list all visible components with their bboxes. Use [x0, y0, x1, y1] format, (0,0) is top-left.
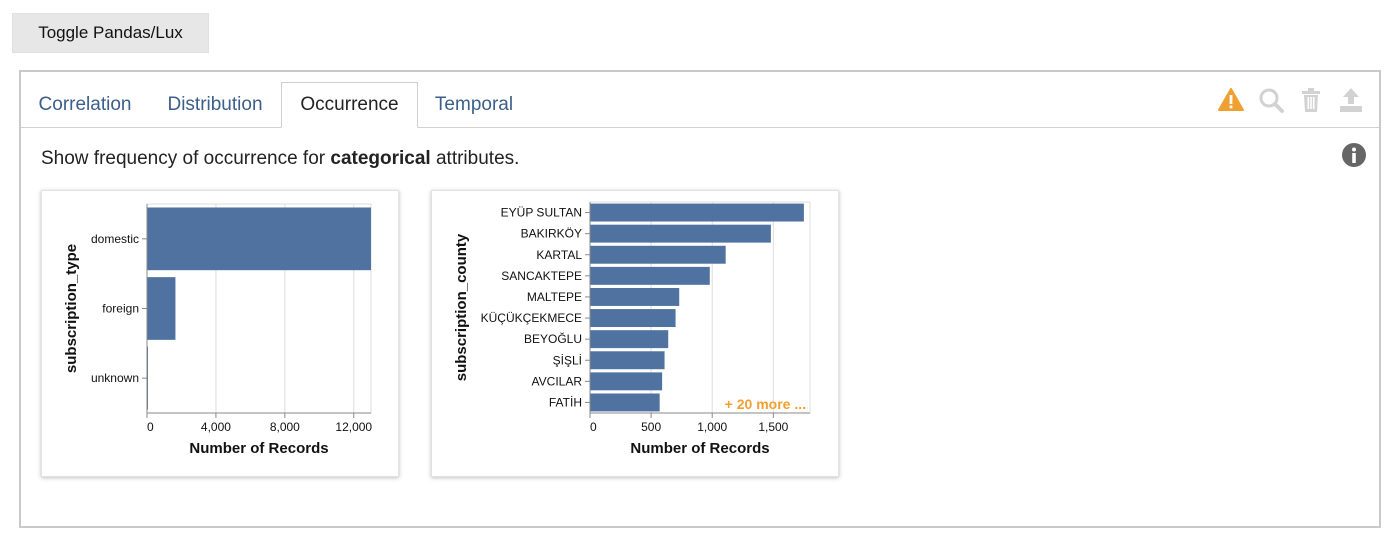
y-tick-label: FATİH	[549, 395, 582, 409]
x-tick-label: 0	[147, 420, 154, 434]
y-tick-label: domestic	[91, 232, 139, 246]
tab-bar: Correlation Distribution Occurrence Temp…	[21, 72, 1379, 128]
bar-avcilar[interactable]	[590, 372, 663, 391]
bar-domestic[interactable]	[147, 207, 371, 271]
subscription-type-bar-chart: domestic foreign unknown 0 4,000 8,000 12,000 N…	[63, 203, 372, 457]
trash-icon[interactable]	[1297, 86, 1325, 116]
y-tick-label: KARTAL	[536, 248, 582, 262]
description-prefix: Show frequency of occurrence for	[41, 148, 331, 169]
toggle-pandas-lux-button[interactable]: Toggle Pandas/Lux	[12, 13, 209, 53]
x-tick-label: 8,000	[270, 420, 300, 434]
y-tick-label: SANCAKTEPE	[501, 269, 582, 283]
warning-icon[interactable]	[1217, 86, 1245, 116]
y-tick-label: foreign	[102, 302, 139, 316]
toolbar	[1217, 86, 1365, 116]
lux-widget: Correlation Distribution Occurrence Temp…	[19, 70, 1381, 528]
bar-sancaktepe[interactable]	[590, 266, 710, 285]
x-tick-label: 1,500	[758, 420, 788, 434]
bar-beyoglu[interactable]	[590, 330, 669, 349]
y-tick-label: AVCILAR	[532, 374, 583, 388]
bar-maltepe[interactable]	[590, 287, 680, 306]
x-tick-label: 12,000	[335, 420, 372, 434]
y-axis-title: subscription_county	[453, 233, 470, 381]
x-tick-label: 500	[641, 420, 661, 434]
y-tick-label: BEYOĞLU	[524, 331, 582, 346]
y-tick-label: KÜÇÜKÇEKMECE	[481, 311, 582, 325]
tab-occurrence[interactable]: Occurrence	[281, 82, 418, 128]
occurrence-description: Show frequency of occurrence for categor…	[41, 148, 519, 170]
chart-card-subscription-type[interactable]: domestic foreign unknown 0 4,000 8,000 12,000 N…	[41, 190, 399, 477]
search-icon[interactable]	[1257, 86, 1285, 116]
x-axis-title: Number of Records	[189, 440, 328, 457]
y-tick-label: MALTEPE	[527, 290, 582, 304]
y-tick-label: ŞİŞLİ	[553, 353, 582, 367]
bar-kucukcekmece[interactable]	[590, 309, 676, 328]
bar-bakirkoy[interactable]	[590, 224, 771, 243]
bar-foreign[interactable]	[147, 277, 176, 340]
chart-card-subscription-county[interactable]: EYÜP SULTAN BAKIRKÖY KARTAL SANCAKTEPE MALTE…	[431, 190, 839, 477]
y-tick-label: unknown	[91, 371, 139, 385]
description-suffix: attributes.	[430, 148, 520, 169]
x-tick-label: 4,000	[201, 420, 231, 434]
y-tick-label: BAKIRKÖY	[521, 227, 582, 241]
bar-fatih[interactable]	[590, 393, 660, 412]
more-categories-label[interactable]: + 20 more ...	[725, 396, 806, 412]
y-tick-label: EYÜP SULTAN	[501, 206, 582, 220]
export-icon[interactable]	[1337, 86, 1365, 116]
bar-kartal[interactable]	[590, 245, 726, 264]
subscription-county-bar-chart: EYÜP SULTAN BAKIRKÖY KARTAL SANCAKTEPE MALTE…	[453, 201, 811, 457]
x-axis-title: Number of Records	[630, 440, 769, 457]
tab-temporal[interactable]: Temporal	[434, 93, 514, 115]
info-icon[interactable]	[1341, 142, 1367, 168]
description-highlight: categorical	[330, 148, 431, 169]
bar-sisli[interactable]	[590, 351, 665, 370]
x-tick-label: 1,000	[697, 420, 727, 434]
tab-distribution[interactable]: Distribution	[167, 93, 263, 115]
x-tick-label: 0	[590, 420, 597, 434]
bar-eyup-sultan[interactable]	[590, 203, 804, 222]
y-axis-title: subscription_type	[63, 244, 80, 373]
tab-correlation[interactable]: Correlation	[38, 93, 132, 115]
